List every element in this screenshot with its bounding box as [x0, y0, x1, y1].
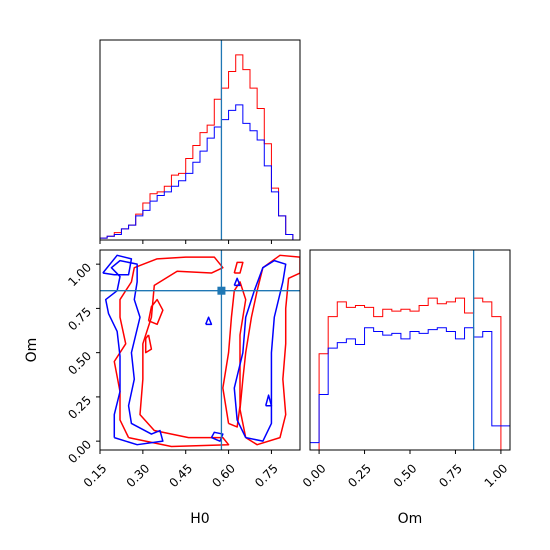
h0-om-contour-red-contour-0: [113, 256, 230, 448]
h0-om-contour-blue-contour-2: [102, 254, 133, 276]
om-hist-x-tick-label: 1.00: [482, 461, 511, 490]
h0-om-contour-plot-area: [100, 250, 300, 450]
h0-om-contour-y-tick-label: 0.25: [65, 393, 94, 422]
h0-hist-series-blue: [100, 104, 300, 240]
h0-om-contour-y-tick-label: 0.75: [65, 305, 94, 334]
h0-om-contour-y-tick-label: 0.00: [65, 437, 94, 466]
h0-hist-frame: [99, 39, 301, 241]
h0-om-contour-blue-contour-0: [104, 259, 164, 446]
h0-om-contour-frame: [99, 249, 301, 451]
h0-om-contour-blue-contour-3: [210, 431, 224, 442]
h0-om-contour-x-tick-label: 0.45: [166, 461, 195, 490]
h0-om-contour-x-tick-label: 0.75: [252, 461, 281, 490]
h0-om-contour-truth-marker: [217, 286, 226, 295]
om-hist-x-tick-label: 0.00: [300, 461, 329, 490]
h0-om-contour-x-tick-label: 0.15: [81, 461, 110, 490]
om-hist-x-tick-label: 0.50: [391, 461, 420, 490]
h0-om-contour-y-tick-label: 0.50: [65, 349, 94, 378]
h0-om-contour-x-tick-label: 0.30: [124, 461, 153, 490]
h0-hist-plot-area: [100, 40, 300, 240]
h0-om-contour-x-axis-label: H0: [190, 511, 209, 527]
h0-om-contour-red-contour-5: [233, 261, 244, 274]
om-hist-x-axis-label: Om: [398, 511, 423, 527]
h0-om-contour-blue-contour-6: [264, 394, 273, 407]
h0-om-contour-red-contour-3: [147, 298, 164, 326]
h0-om-contour-x-tick-label: 0.60: [209, 461, 238, 490]
h0-om-contour-red-contour-1: [239, 254, 300, 446]
h0-om-contour-blue-contour-4: [205, 316, 213, 326]
h0-om-contour-y-axis-label: Om: [24, 338, 40, 363]
om-hist-series-blue: [310, 327, 510, 450]
h0-om-contour-red-contour-4: [144, 334, 153, 354]
h0-om-contour-y-tick-label: 1.00: [65, 260, 94, 289]
h0-om-contour-blue-contour-5: [233, 277, 241, 287]
om-hist-plot-area: [310, 250, 510, 450]
om-hist-frame: [309, 249, 511, 451]
om-hist-x-tick-label: 0.25: [345, 461, 374, 490]
om-hist-x-tick-label: 0.75: [436, 461, 465, 490]
h0-hist-series-red: [100, 54, 300, 240]
